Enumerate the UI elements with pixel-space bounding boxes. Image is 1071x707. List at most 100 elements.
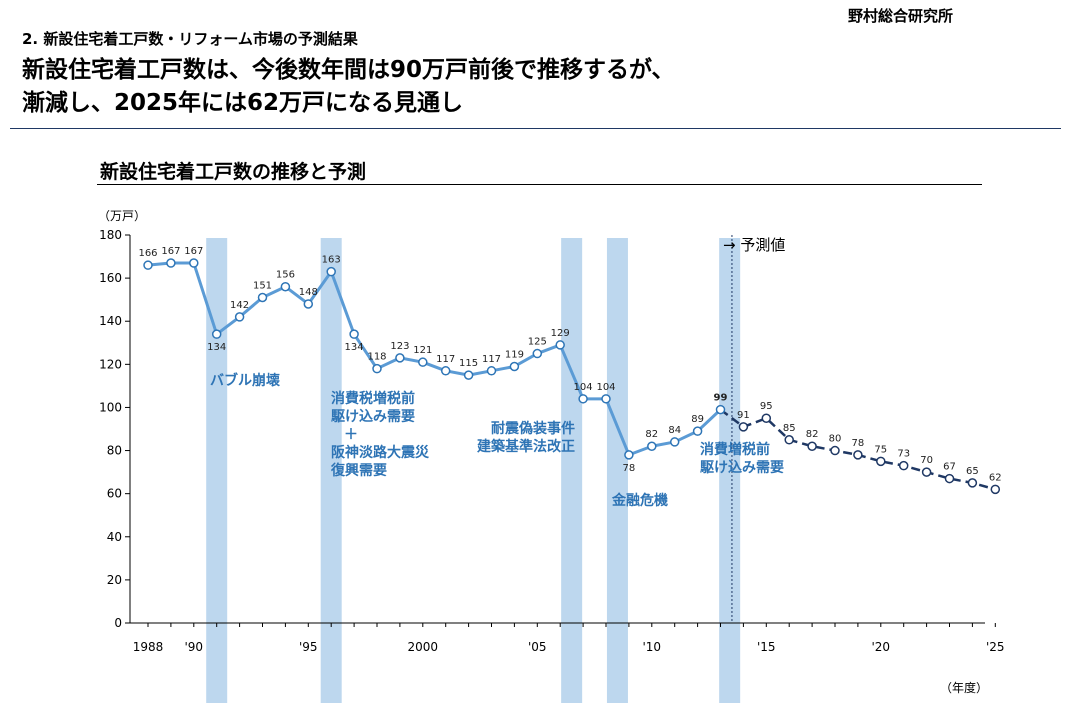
chart-title: 新設住宅着工戸数の推移と予測 xyxy=(100,161,367,183)
data-label-2012: 89 xyxy=(691,414,704,425)
data-label-2021: 73 xyxy=(897,449,910,460)
data-label-2013: 99 xyxy=(714,393,728,404)
forecast-point-2018 xyxy=(830,445,840,456)
data-label-2009: 78 xyxy=(623,463,636,474)
x-tick-label-2000: 2000 xyxy=(408,640,439,654)
y-tick-label-80: 80 xyxy=(107,444,122,458)
actual-point-1998 xyxy=(372,363,382,374)
data-label-2005: 125 xyxy=(528,337,547,348)
data-label-1993: 151 xyxy=(253,281,272,292)
x-tick-label-1990: '90 xyxy=(185,640,204,654)
x-tick-label-2015: '15 xyxy=(757,640,776,654)
data-label-2023: 67 xyxy=(943,462,956,473)
data-label-2022: 70 xyxy=(920,455,933,466)
data-label-1996: 163 xyxy=(322,255,341,266)
event-band-2 xyxy=(561,238,583,703)
actual-series-line xyxy=(147,261,722,457)
data-label-2017: 82 xyxy=(806,429,819,440)
actual-point-1992 xyxy=(234,312,245,322)
data-label-2016: 85 xyxy=(783,423,796,434)
y-tick-label-140: 140 xyxy=(99,314,122,328)
data-label-1999: 123 xyxy=(390,341,409,352)
actual-point-2006 xyxy=(555,340,565,350)
headline-line-1: 新設住宅着工戸数は、今後数年間は90万戸前後で推移するが、 xyxy=(22,57,675,83)
data-label-2011: 84 xyxy=(668,425,681,436)
x-tick-label-2025: '25 xyxy=(986,640,1005,654)
actual-point-2004 xyxy=(509,361,520,372)
forecast-label: → 予測値 xyxy=(723,236,785,254)
event-label-1-4: 復興需要 xyxy=(330,462,387,479)
event-label-4-1: 駆け込み需要 xyxy=(700,459,784,476)
event-label-3-0: 金融危機 xyxy=(611,492,668,509)
data-label-1991: 134 xyxy=(207,342,226,353)
data-label-1995: 148 xyxy=(299,287,318,298)
data-label-2006: 129 xyxy=(551,328,570,339)
y-tick-label-120: 120 xyxy=(99,357,122,371)
event-bands xyxy=(206,238,741,703)
event-label-1-2: ＋ xyxy=(344,427,358,443)
y-tick-label-40: 40 xyxy=(107,530,122,544)
x-tick-label-1995: '95 xyxy=(299,640,318,654)
actual-point-2005 xyxy=(532,348,543,359)
forecast-point-2024 xyxy=(967,478,978,488)
forecast-point-2016 xyxy=(784,435,794,445)
data-label-2019: 78 xyxy=(852,438,865,449)
chart-title-underline xyxy=(97,184,982,185)
chart-axes: 0 20 40 60 80 100 120 140 160 180 1988 '90 '95 2000 '0… xyxy=(99,228,1004,654)
organization-name: 野村総合研究所 xyxy=(847,7,953,25)
y-tick-label-0: 0 xyxy=(114,616,122,630)
actual-point-2002 xyxy=(463,370,474,380)
actual-point-2007 xyxy=(578,394,588,404)
forecast-point-2019 xyxy=(853,450,863,460)
data-points xyxy=(143,258,1001,495)
event-label-2-1: 建築基準法改正 xyxy=(477,438,575,455)
data-label-2004: 119 xyxy=(505,349,524,360)
actual-point-1996 xyxy=(326,266,336,277)
forecast-point-2020 xyxy=(876,456,886,467)
data-label-1994: 156 xyxy=(276,270,295,281)
forecast-point-2017 xyxy=(807,441,817,451)
actual-point-1988 xyxy=(143,260,153,270)
event-label-1-1: 駆け込み需要 xyxy=(331,408,415,425)
data-label-2003: 117 xyxy=(482,354,501,365)
event-band-1 xyxy=(320,238,342,703)
actual-point-2000 xyxy=(418,357,428,367)
headline: 新設住宅着工戸数は、今後数年間は90万戸前後で推移するが、 漸減し、2025年に… xyxy=(22,54,675,120)
data-label-2008: 104 xyxy=(596,382,615,393)
data-label-2020: 75 xyxy=(874,444,887,455)
data-label-1998: 118 xyxy=(367,352,386,363)
event-band-0 xyxy=(206,238,228,703)
actual-point-2001 xyxy=(440,366,451,376)
data-label-1989: 167 xyxy=(161,246,180,257)
y-tick-label-60: 60 xyxy=(107,487,122,501)
data-label-1992: 142 xyxy=(230,300,249,311)
headline-line-2: 漸減し、2025年には62万戸になる見通し xyxy=(22,90,464,116)
header-divider xyxy=(10,128,1061,129)
event-label-0-0: バブル崩壊 xyxy=(210,372,281,389)
data-label-1988: 166 xyxy=(138,248,157,259)
data-label-2001: 117 xyxy=(436,354,455,365)
actual-point-1991 xyxy=(211,329,222,339)
y-tick-label-160: 160 xyxy=(99,271,122,285)
x-tick-label-2020: '20 xyxy=(872,640,891,654)
event-label-4-0: 消費増税前 xyxy=(700,441,770,458)
actual-point-2012 xyxy=(692,426,703,436)
x-tick-label-2010: '10 xyxy=(643,640,662,654)
data-label-1997: 134 xyxy=(345,342,364,353)
event-label-1-3: 阪神淡路大震災 xyxy=(331,444,430,461)
x-tick-label-1988: 1988 xyxy=(133,640,164,654)
y-tick-label-100: 100 xyxy=(99,400,122,414)
event-band-3 xyxy=(606,238,628,703)
data-label-2018: 80 xyxy=(829,434,842,445)
actual-point-1990 xyxy=(189,258,199,268)
data-label-2014: 91 xyxy=(737,410,750,421)
forecast-point-2014 xyxy=(738,422,749,432)
event-label-2-0: 耐震偽装事件 xyxy=(491,420,575,437)
event-label-1-0: 消費税増税前 xyxy=(331,390,415,407)
data-label-1990: 167 xyxy=(184,246,203,257)
data-label-2002: 115 xyxy=(459,358,478,369)
data-label-2025: 62 xyxy=(989,472,1002,483)
data-label-2015: 95 xyxy=(760,401,773,412)
